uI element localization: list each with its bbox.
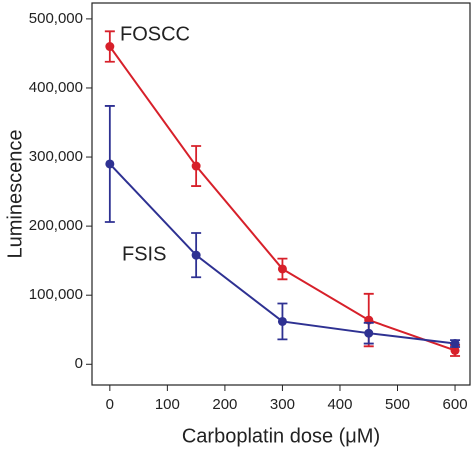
y-tick-label: 400,000	[29, 79, 83, 96]
x-tick-label: 400	[327, 396, 352, 413]
y-tick-label: 300,000	[29, 148, 83, 165]
data-point	[364, 328, 374, 338]
data-point	[450, 339, 460, 349]
x-tick-label: 200	[212, 396, 237, 413]
plot-frame	[91, 2, 471, 386]
x-tick-label: 0	[106, 396, 114, 413]
y-tick-label: 200,000	[29, 217, 83, 234]
x-tick-label: 100	[155, 396, 180, 413]
data-point	[277, 316, 287, 326]
series-label: FSIS	[122, 243, 166, 265]
y-tick-label: 100,000	[29, 286, 83, 303]
data-point	[450, 345, 460, 355]
y-tick-label: 500,000	[29, 10, 83, 27]
data-point	[105, 42, 115, 52]
x-axis-label: Carboplatin dose (μM)	[182, 425, 380, 447]
data-point	[191, 250, 201, 260]
data-point	[191, 161, 201, 171]
series-label: FOSCC	[120, 23, 190, 45]
x-tick-label: 500	[385, 396, 410, 413]
data-point	[277, 264, 287, 274]
x-tick-label: 300	[270, 396, 295, 413]
y-tick-label: 0	[75, 355, 83, 372]
y-axis-label: Luminescence	[4, 130, 26, 259]
data-point	[105, 159, 115, 169]
x-tick-label: 600	[443, 396, 468, 413]
